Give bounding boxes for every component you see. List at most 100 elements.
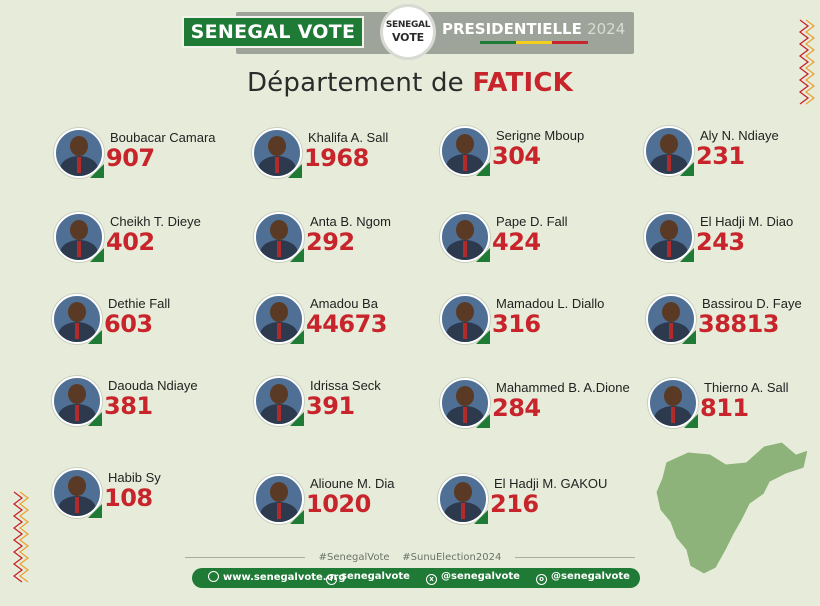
divider <box>514 556 635 558</box>
candidate-votes: 292 <box>306 228 355 256</box>
candidate-name: Daouda Ndiaye <box>108 378 198 393</box>
candidate-card: El Hadji M. GAKOU 216 <box>438 470 618 540</box>
candidate-votes: 216 <box>490 490 539 518</box>
twitter-link[interactable]: x @senegalvote <box>426 571 520 585</box>
hashtag-line: #SenegalVote #SunuElection2024 <box>0 552 820 563</box>
candidate-votes: 38813 <box>698 310 780 338</box>
page-title: Département de FATICK <box>0 68 820 98</box>
election-label-text: PRESIDENTIELLE <box>442 20 582 38</box>
fatick-map-icon <box>655 441 809 575</box>
candidate-name: Mamadou L. Diallo <box>496 296 605 311</box>
candidate-name: El Hadji M. Diao <box>700 214 794 229</box>
candidate-name: Alioune M. Dia <box>310 476 395 491</box>
candidate-votes: 243 <box>696 228 745 256</box>
candidate-photo <box>52 294 102 344</box>
flag-stripe-green <box>480 41 516 44</box>
candidate-card: Daouda Ndiaye 381 <box>52 372 232 442</box>
social-footer: www.senegalvote.org f senegalvote x @seneg… <box>192 568 640 588</box>
candidate-card: Cheikh T. Dieye 402 <box>54 208 234 278</box>
candidate-name: Dethie Fall <box>108 296 171 311</box>
website-link[interactable]: www.senegalvote.org <box>208 571 346 583</box>
candidate-card: Thierno A. Sall 811 <box>648 374 820 444</box>
candidate-photo <box>52 376 102 426</box>
candidate-votes: 424 <box>492 228 541 256</box>
globe-icon <box>208 571 219 582</box>
candidate-photo <box>54 128 104 178</box>
candidate-votes: 284 <box>492 394 541 422</box>
twitter-text: @senegalvote <box>441 571 520 582</box>
candidate-name: Pape D. Fall <box>496 214 568 229</box>
senegal-vote-logo: SENEGAL VOTE <box>380 4 436 60</box>
candidate-photo <box>644 126 694 176</box>
candidate-votes: 381 <box>104 392 153 420</box>
candidate-photo <box>440 126 490 176</box>
hashtag-sunuelection: #SunuElection2024 <box>402 552 502 563</box>
candidate-card: Dethie Fall 603 <box>52 290 232 360</box>
candidate-name: Cheikh T. Dieye <box>110 214 201 229</box>
logo-top-text: SENEGAL <box>385 20 431 30</box>
candidate-card: Serigne Mboup 304 <box>440 122 620 192</box>
candidate-name: Aly N. Ndiaye <box>700 128 779 143</box>
candidate-card: Alioune M. Dia 1020 <box>254 470 434 540</box>
election-label: PRESIDENTIELLE 2024 <box>442 20 625 38</box>
candidate-name: Boubacar Camara <box>110 130 216 145</box>
facebook-link[interactable]: f senegalvote <box>326 571 410 585</box>
candidate-card: El Hadji M. Diao 243 <box>644 208 820 278</box>
website-text: www.senegalvote.org <box>223 572 346 583</box>
candidate-name: Thierno A. Sall <box>704 380 789 395</box>
candidate-card: Idrissa Seck 391 <box>254 372 434 442</box>
flag-stripe-yellow <box>516 41 552 44</box>
candidate-photo <box>644 212 694 262</box>
candidate-photo <box>254 212 304 262</box>
candidate-card: Habib Sy 108 <box>52 464 232 534</box>
candidate-card: Mamadou L. Diallo 316 <box>440 290 620 360</box>
flag-stripe-red <box>552 41 588 44</box>
hashtag-senegalvote: #SenegalVote <box>318 552 390 563</box>
candidate-photo <box>440 212 490 262</box>
candidate-votes: 603 <box>104 310 153 338</box>
instagram-icon: o <box>536 574 547 585</box>
candidate-photo <box>440 378 490 428</box>
candidate-name: Khalifa A. Sall <box>308 130 389 145</box>
facebook-text: senegalvote <box>341 571 410 582</box>
candidate-votes: 1968 <box>304 144 369 172</box>
candidate-photo <box>648 378 698 428</box>
candidate-photo <box>438 474 488 524</box>
candidate-photo <box>254 376 304 426</box>
candidate-votes: 108 <box>104 484 153 512</box>
election-year: 2024 <box>587 20 626 38</box>
candidate-photo <box>54 212 104 262</box>
brand-title: SENEGAL VOTE <box>182 16 364 48</box>
candidate-name: Mahammed B. A.Dione <box>496 380 630 395</box>
candidate-name: Serigne Mboup <box>496 128 585 143</box>
candidate-photo <box>440 294 490 344</box>
candidate-card: Pape D. Fall 424 <box>440 208 620 278</box>
candidate-votes: 231 <box>696 142 745 170</box>
logo-bottom-text: VOTE <box>392 31 424 44</box>
candidate-name: Anta B. Ngom <box>310 214 391 229</box>
candidate-votes: 1020 <box>306 490 371 518</box>
divider <box>185 556 306 558</box>
candidate-card: Anta B. Ngom 292 <box>254 208 434 278</box>
candidate-votes: 402 <box>106 228 155 256</box>
title-prefix: Département de <box>246 68 473 98</box>
candidate-votes: 907 <box>106 144 155 172</box>
instagram-link[interactable]: o @senegalvote <box>536 571 630 585</box>
candidate-card: Khalifa A. Sall 1968 <box>252 124 432 194</box>
zigzag-ornament-bottom-left <box>12 491 30 583</box>
x-icon: x <box>426 574 437 585</box>
candidate-name: Bassirou D. Faye <box>702 296 802 311</box>
candidate-name: Idrissa Seck <box>310 378 381 393</box>
candidate-name: Amadou Ba <box>310 296 378 311</box>
candidate-name: El Hadji M. GAKOU <box>494 476 608 491</box>
candidate-votes: 391 <box>306 392 355 420</box>
zigzag-ornament-top-right <box>798 19 816 105</box>
candidate-votes: 316 <box>492 310 541 338</box>
candidate-photo <box>646 294 696 344</box>
candidate-card: Amadou Ba 44673 <box>254 290 434 360</box>
candidate-card: Boubacar Camara 907 <box>54 124 234 194</box>
candidate-photo <box>252 128 302 178</box>
candidate-name: Habib Sy <box>108 470 161 485</box>
facebook-icon: f <box>326 574 337 585</box>
